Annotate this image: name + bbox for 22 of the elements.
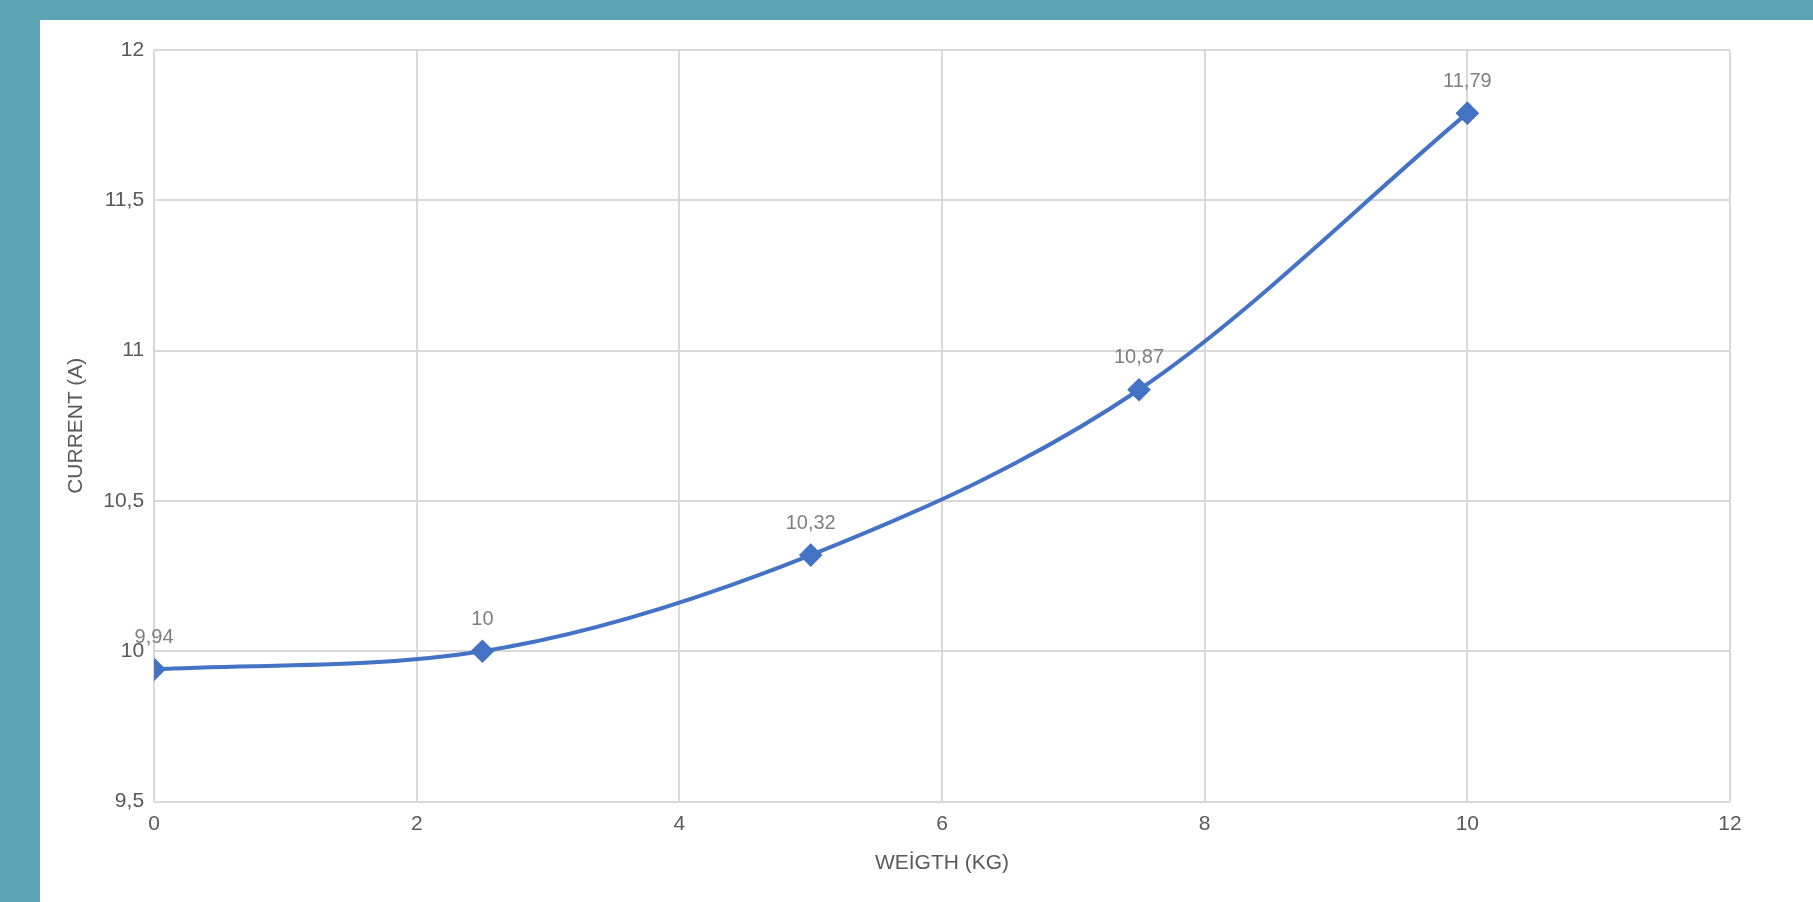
y-tick-label: 11,5 bbox=[104, 187, 145, 211]
x-axis-title: WEİGTH (KG) bbox=[874, 850, 1010, 874]
y-axis-title: CURRENT (A) bbox=[63, 357, 87, 494]
x-tick-label: 2 bbox=[410, 811, 423, 834]
data-label: 10 bbox=[471, 606, 494, 629]
x-tick-label: 10 bbox=[1455, 811, 1480, 834]
x-tick-label: 4 bbox=[673, 811, 686, 834]
y-tick-label: 11 bbox=[122, 337, 145, 361]
point bbox=[799, 544, 822, 567]
data-label: 10,32 bbox=[785, 510, 836, 533]
point bbox=[471, 640, 494, 663]
y-tick-label: 10,5 bbox=[103, 487, 145, 511]
y-tick-label: 12 bbox=[120, 36, 145, 60]
y-tick-label: 9,5 bbox=[114, 788, 145, 812]
x-tick-label: 0 bbox=[148, 811, 160, 834]
x-tick-label: 6 bbox=[936, 811, 948, 834]
data-label: 11,79 bbox=[1443, 68, 1492, 91]
x-tick-label: 12 bbox=[1718, 811, 1742, 834]
point bbox=[1128, 378, 1151, 401]
x-tick-label: 8 bbox=[1198, 811, 1211, 834]
data-label: 10,87 bbox=[1114, 345, 1165, 368]
point bbox=[1456, 102, 1479, 125]
